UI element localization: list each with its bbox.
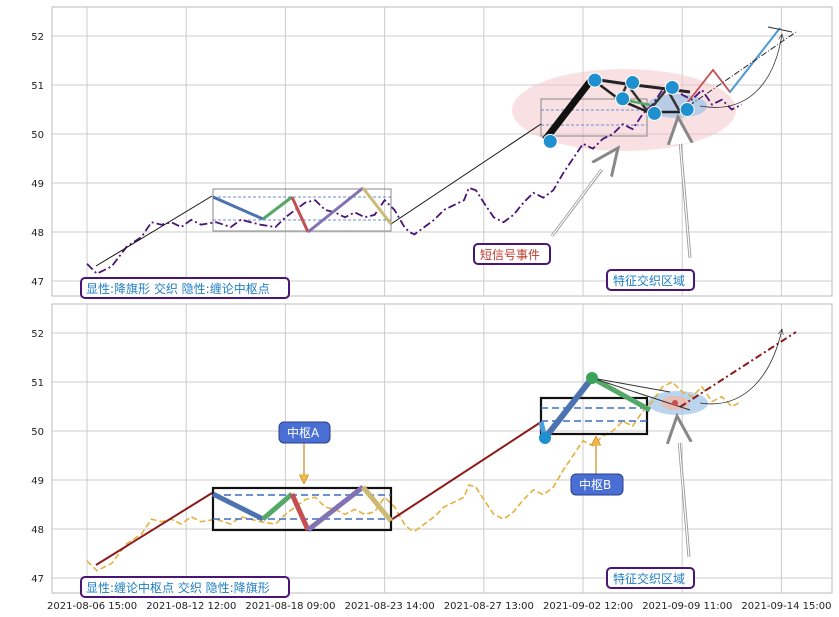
top-marker-point [625,75,641,91]
bottom-bi-seg-8 [590,375,652,413]
top-markers [542,72,695,149]
bottom-projection [679,331,797,408]
top-arc-arrow [699,34,782,108]
top-trend-line-2 [390,123,542,225]
top-flag-lower [591,78,680,114]
top-feature-zone-label: 特征交织区域 [613,273,685,288]
bottom-bi-seg-7 [542,376,595,440]
y-tick-label: 49 [31,476,44,487]
top-short-signal-arrow-inner [551,152,615,237]
x-tick-label: 2021-08-27 13:00 [444,601,534,612]
top-marker-point [679,102,695,117]
top-bi-seg-3 [290,196,310,233]
bottom-flag-upper [591,377,671,393]
bottom-zs-b-box [570,473,624,496]
top-short-signal-box [473,243,551,265]
x-tick-label: 2021-09-09 11:00 [642,601,732,612]
y-tick-label: 51 [31,81,44,92]
top-marker-point [615,91,631,107]
bottom-bi-seg-2 [261,492,294,521]
x-tick-label: 2021-08-12 12:00 [146,601,236,612]
top-bi-seg-4 [307,186,364,234]
y-tick-label: 48 [31,228,44,239]
top-zhongshu-box-a [212,188,392,232]
top-panel-note-box [80,277,290,299]
top-flag-thick [542,76,595,143]
bottom-bi-seg-4 [306,485,365,532]
top-projection-line [679,31,797,113]
top-end-tick [767,26,793,33]
x-axis-ticks: 2021-08-06 15:00 2021-08-12 12:00 2021-08-… [47,601,832,612]
bottom-feature-arrow-inner [676,422,690,558]
top-feature-arrow-inner [677,123,691,259]
bottom-zs-a-box [278,421,331,444]
y-tick-label: 49 [31,179,44,190]
top-bi-seg-5 [361,187,393,225]
y-tick-label: 48 [31,525,44,536]
top-bi-seg-2 [262,195,293,221]
bottom-bi-seg-5 [361,485,393,523]
bottom-panel-frame [51,303,833,594]
y-tick-label: 52 [31,329,44,340]
top-marker-point [542,133,558,149]
top-price-line [86,83,743,275]
bottom-feature-zone-label: 特征交织区域 [613,571,685,586]
bottom-trend-1 [95,492,213,566]
top-marker-point [587,72,603,88]
bottom-panel-note-box [80,576,290,598]
top-panel-note: 显性:降旗形 交织 隐性:缠论中枢点 [86,281,270,296]
bottom-marker-high [586,372,598,384]
top-zhongshu-box-b [540,98,648,137]
x-tick-label: 2021-08-18 09:00 [245,601,335,612]
top-panel: 显性:降旗形 交织 隐性:缠论中枢点 短信号事件 特征交织区域 [80,26,797,299]
y-tick-label: 51 [31,378,44,389]
top-marker-point [646,105,662,121]
bottom-marker-red [672,400,678,406]
x-tick-label: 2021-09-14 15:00 [741,601,831,612]
top-panel-frame [51,6,833,297]
bottom-arc-arrow [699,329,782,405]
bottom-trend-2 [390,421,542,521]
bottom-zs-b-label: 中枢B [579,477,611,492]
top-bi-seg-1 [212,195,264,221]
y-tick-label: 50 [31,427,44,438]
top-feature-zone-box [606,269,695,291]
x-tick-label: 2021-09-02 12:00 [543,601,633,612]
x-tick-label: 2021-08-23 14:00 [345,601,435,612]
bottom-zs-a-label: 中枢A [287,425,320,440]
top-trend-line-1 [95,195,213,267]
bottom-bi-seg-3 [289,492,311,532]
top-short-signal-label: 短信号事件 [480,248,540,262]
bottom-zhongshu-box-a [211,486,393,532]
top-marker-point [664,79,680,95]
bottom-panel: 中枢A 中枢B 显性:缠论中枢点 交织 隐性:降旗形 特征交织区域 [80,329,797,598]
bottom-marker-low [539,432,551,444]
bottom-zhongshu-box-b [539,396,649,436]
y-tick-label: 47 [31,574,44,585]
bottom-grid: 47 48 49 50 51 52 [31,304,832,593]
y-tick-label: 50 [31,130,44,141]
bottom-panel-note: 显性:缠论中枢点 交织 隐性:降旗形 [86,580,270,595]
bottom-bi-seg-1 [211,491,265,522]
y-tick-label: 47 [31,277,44,288]
y-tick-label: 52 [31,32,44,43]
x-tick-label: 2021-08-06 15:00 [47,601,137,612]
bottom-feature-zone-box [606,567,695,589]
